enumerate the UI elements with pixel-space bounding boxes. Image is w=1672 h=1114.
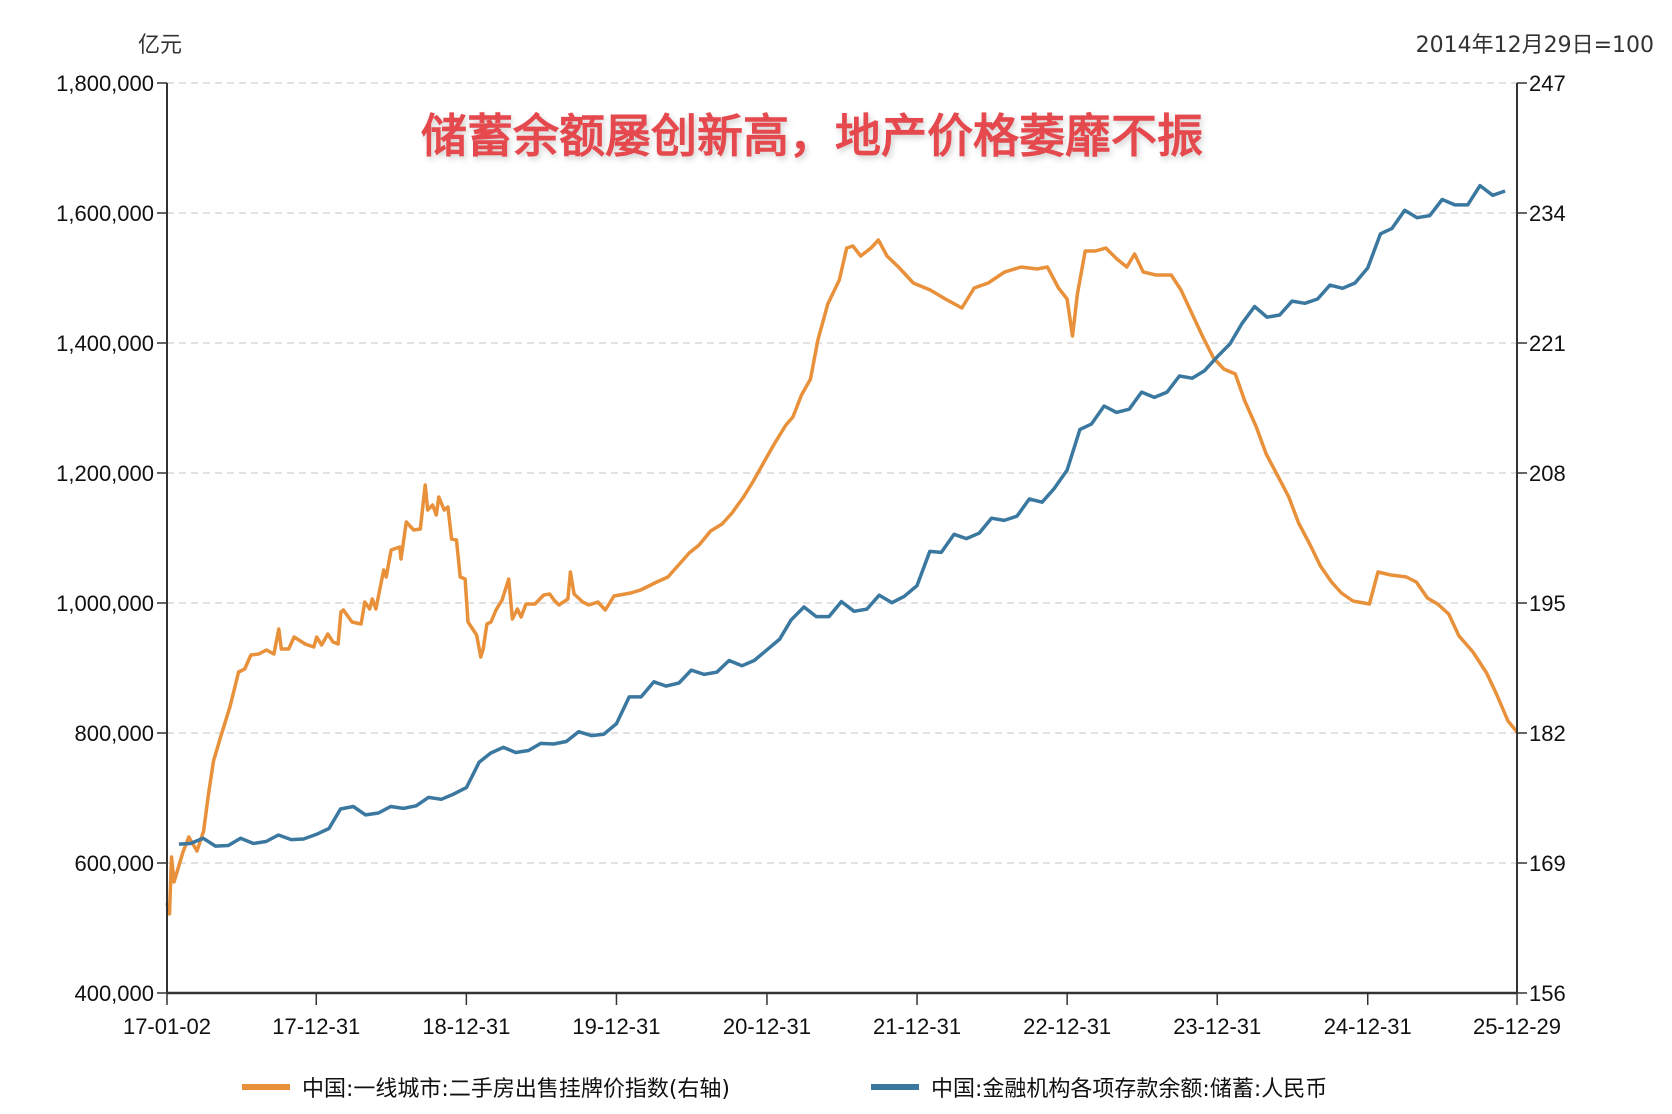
x-tick-label: 23-12-31 [1173,1014,1261,1039]
legend-swatch-housing-index [242,1084,290,1090]
series-lines [165,183,1519,916]
x-tick-label: 18-12-31 [422,1014,510,1039]
legend-label-housing-index: 中国:一线城市:二手房出售挂牌价指数(右轴) [302,1077,730,1102]
x-tick-label: 17-12-31 [272,1014,360,1039]
right-tick-label: 234 [1529,201,1566,226]
left-tick-label: 1,600,000 [56,201,154,226]
right-axis-unit: 2014年12月29日=100 [1416,33,1654,58]
left-tick-label: 1,200,000 [56,461,154,486]
x-tick-label: 25-12-29 [1473,1014,1561,1039]
legend-label-savings: 中国:金融机构各项存款余额:储蓄:人民币 [931,1077,1327,1102]
axes: 400,000 600,000 800,000 1,000,000 1,200,000 1… [56,71,1566,1039]
right-tick-label: 156 [1529,981,1566,1006]
legend: 中国:一线城市:二手房出售挂牌价指数(右轴) 中国:金融机构各项存款余额:储蓄:… [242,1077,1327,1102]
left-tick-label: 1,800,000 [56,71,154,96]
right-tick-label: 208 [1529,461,1566,486]
x-tick-label: 19-12-31 [572,1014,660,1039]
series-line-savings [178,183,1506,848]
gridlines [167,82,1517,864]
x-tick-label: 22-12-31 [1023,1014,1111,1039]
x-tick-label: 17-01-02 [123,1014,211,1039]
right-tick-label: 182 [1529,721,1566,746]
x-tick-label: 21-12-31 [873,1014,961,1039]
left-axis-unit: 亿元 [138,33,182,58]
right-tick-label: 169 [1529,851,1566,876]
series-line-housing-index [165,238,1519,916]
right-tick-label: 221 [1529,331,1566,356]
left-tick-label: 800,000 [74,721,154,746]
chart-title: 储蓄余额屡创新高，地产价格萎靡不振 [421,109,1203,163]
left-tick-label: 400,000 [74,981,154,1006]
legend-swatch-savings [871,1084,919,1090]
right-tick-label: 195 [1529,591,1566,616]
left-tick-label: 600,000 [74,851,154,876]
x-tick-label: 24-12-31 [1324,1014,1412,1039]
x-tick-label: 20-12-31 [723,1014,811,1039]
left-tick-label: 1,400,000 [56,331,154,356]
right-tick-label: 247 [1529,71,1566,96]
left-tick-label: 1,000,000 [56,591,154,616]
